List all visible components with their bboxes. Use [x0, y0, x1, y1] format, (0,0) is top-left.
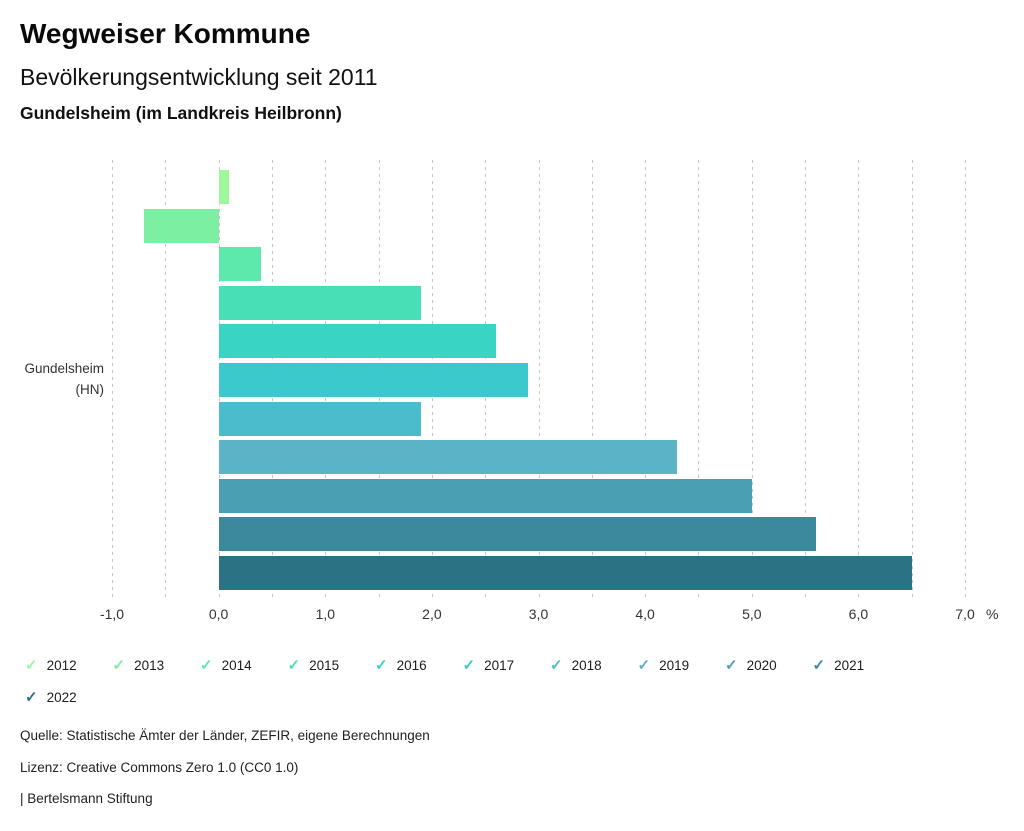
- legend-item-label: 2016: [396, 657, 427, 673]
- x-tick-label: 1,0: [315, 606, 336, 622]
- check-icon: ✓: [462, 656, 476, 674]
- x-tick-label: 2,0: [422, 606, 442, 622]
- legend-item-2018[interactable]: ✓ 2018: [545, 649, 633, 681]
- x-tick-label: 0,0: [208, 606, 229, 622]
- bar-2016[interactable]: [218, 324, 496, 359]
- check-icon: ✓: [812, 656, 826, 674]
- gridline: [538, 160, 540, 601]
- check-icon: ✓: [25, 688, 38, 706]
- category-label: Gundelsheim (HN): [0, 358, 104, 400]
- gridline: [698, 160, 700, 601]
- bar-2015[interactable]: [218, 285, 422, 320]
- x-tick-label: 5,0: [742, 606, 762, 622]
- check-icon: ✓: [287, 656, 301, 674]
- gridline: [965, 160, 966, 601]
- x-tick-label: -1,0: [99, 606, 125, 622]
- check-icon: ✓: [200, 656, 213, 674]
- legend-item-label: 2013: [134, 657, 165, 673]
- legend-item-2015[interactable]: ✓ 2015: [283, 649, 371, 681]
- bar-2012[interactable]: [218, 170, 230, 204]
- check-icon: ✓: [550, 656, 563, 674]
- x-tick-label: 4,0: [635, 606, 655, 622]
- x-axis-unit-label: %: [986, 606, 999, 622]
- legend-item-label: 2022: [46, 689, 77, 705]
- gridline: [591, 160, 593, 601]
- bar-2021[interactable]: [218, 517, 816, 552]
- bar-2020[interactable]: [218, 478, 752, 513]
- legend-item-2022[interactable]: ✓ 2022: [20, 681, 108, 713]
- legend-item-label: 2012: [46, 657, 77, 673]
- x-tick-label: 3,0: [528, 606, 549, 622]
- check-icon: ✓: [375, 656, 388, 674]
- legend: ✓ 2012 ✓ 2013 ✓ 2014 ✓ 2015 ✓ 2016 ✓ 2017 ✓ 2018 ✓ 2019…: [20, 649, 910, 713]
- legend-item-2017[interactable]: ✓ 2017: [458, 649, 546, 681]
- legend-item-2012[interactable]: ✓ 2012: [20, 649, 108, 681]
- x-axis: -1,0 0,0 1,0 2,0 3,0 4,0 5,0 6,0 7,0: [100, 606, 975, 624]
- bar-2014[interactable]: [218, 247, 262, 282]
- legend-item-2019[interactable]: ✓ 2019: [633, 649, 721, 681]
- chart-title: Bevölkerungsentwicklung seit 2011: [20, 64, 378, 90]
- legend-item-2021[interactable]: ✓ 2021: [808, 649, 896, 681]
- bar-2019[interactable]: [218, 440, 678, 475]
- bar-2013[interactable]: [144, 208, 219, 243]
- check-icon: ✓: [25, 656, 38, 674]
- legend-item-label: 2019: [659, 657, 690, 673]
- gridline: [165, 160, 167, 601]
- legend-item-label: 2015: [309, 657, 340, 673]
- license-line: Lizenz: Creative Commons Zero 1.0 (CC0 1…: [20, 760, 299, 775]
- gridline: [645, 160, 647, 601]
- check-icon: ✓: [725, 656, 738, 674]
- legend-item-label: 2017: [484, 657, 515, 673]
- app-title: Wegweiser Kommune: [20, 18, 311, 49]
- x-tick-label: 7,0: [955, 606, 975, 622]
- legend-item-label: 2018: [571, 657, 602, 673]
- plot-area: [112, 160, 966, 601]
- legend-item-2014[interactable]: ✓ 2014: [195, 649, 283, 681]
- category-label-line1: Gundelsheim: [24, 361, 104, 376]
- legend-item-2016[interactable]: ✓ 2016: [370, 649, 458, 681]
- gridline: [858, 160, 860, 601]
- bar-2018[interactable]: [218, 401, 422, 436]
- gridline: [911, 160, 913, 601]
- legend-item-2020[interactable]: ✓ 2020: [720, 649, 808, 681]
- bar-2017[interactable]: [218, 363, 528, 397]
- legend-item-label: 2014: [221, 657, 252, 673]
- source-line: Quelle: Statistische Ämter der Länder, Z…: [20, 728, 430, 743]
- category-label-line2: (HN): [75, 382, 105, 397]
- check-icon: ✓: [637, 656, 651, 674]
- gridline: [112, 160, 113, 601]
- gridline: [751, 160, 753, 601]
- x-tick-label: 6,0: [848, 606, 869, 622]
- check-icon: ✓: [112, 656, 126, 674]
- attribution-line: | Bertelsmann Stiftung: [20, 791, 153, 806]
- legend-item-label: 2020: [746, 657, 777, 673]
- gridline: [805, 160, 807, 601]
- chart-location: Gundelsheim (im Landkreis Heilbronn): [20, 103, 342, 123]
- legend-item-2013[interactable]: ✓ 2013: [108, 649, 196, 681]
- bar-2022[interactable]: [218, 556, 912, 590]
- legend-item-label: 2021: [834, 657, 865, 673]
